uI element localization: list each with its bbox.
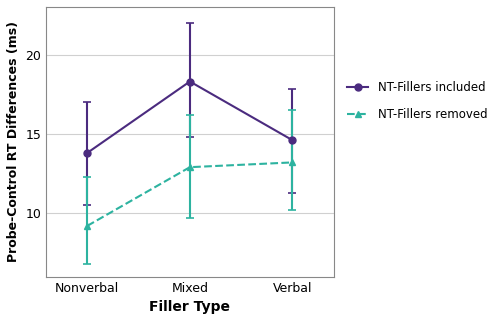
Legend: NT-Fillers included, NT-Fillers removed: NT-Fillers included, NT-Fillers removed (342, 76, 492, 126)
Y-axis label: Probe-Control RT Differences (ms): Probe-Control RT Differences (ms) (7, 21, 20, 262)
X-axis label: Filler Type: Filler Type (150, 300, 230, 314)
